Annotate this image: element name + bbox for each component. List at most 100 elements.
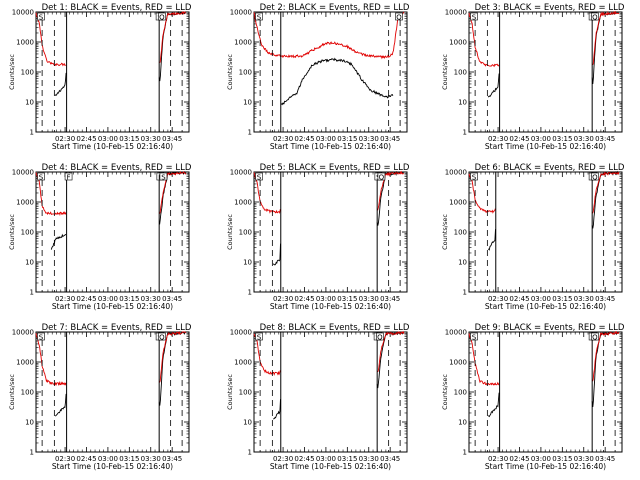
series-lld-line <box>35 330 187 386</box>
marker-box <box>470 12 478 21</box>
marker-box <box>395 12 403 21</box>
marker-label: S <box>39 14 44 22</box>
plot-title: Det 3: BLACK = Events, RED = LLD <box>475 3 625 13</box>
y-tick-label: 10000 <box>445 9 467 17</box>
y-tick-label: 1 <box>30 289 34 297</box>
x-tick-label: 03:45 <box>380 295 400 303</box>
detector-plot-4: Det 4: BLACK = Events, RED = LLD 1 10 100 10… <box>8 163 192 311</box>
y-axis-label: Counts/sec <box>8 374 16 410</box>
x-tick-label: 03:30 <box>141 295 161 303</box>
x-tick-label: 03:00 <box>316 135 336 143</box>
detector-plot-2: Det 2: BLACK = Events, RED = LLD 1 10 100 10… <box>226 3 410 151</box>
plot-frame <box>35 331 190 453</box>
y-tick-label: 10000 <box>230 9 252 17</box>
x-tick-label: 03:00 <box>98 135 118 143</box>
marker-box <box>591 12 599 21</box>
y-tick-label: 10 <box>458 99 467 107</box>
x-tick-label: 02:30 <box>273 135 293 143</box>
x-tick-label: 03:45 <box>380 455 400 463</box>
plot-title: Det 6: BLACK = Events, RED = LLD <box>475 163 625 173</box>
y-tick-label: 10 <box>458 259 467 267</box>
x-tick-label: 02:30 <box>273 295 293 303</box>
y-tick-label: 100 <box>21 69 34 77</box>
marker-label: S <box>257 334 262 342</box>
x-tick-label: 03:00 <box>98 455 118 463</box>
x-tick-label: 03:15 <box>337 295 357 303</box>
y-tick-label: 100 <box>239 69 252 77</box>
y-tick-label: 100 <box>239 389 252 397</box>
y-tick-label: 1000 <box>449 359 467 367</box>
x-tick-label: 02:45 <box>76 135 96 143</box>
x-tick-label: 03:45 <box>380 135 400 143</box>
y-axis-label: Counts/sec <box>8 54 16 90</box>
x-tick-label: 03:30 <box>574 295 594 303</box>
marker-label: F <box>67 174 71 182</box>
plot-title: Det 4: BLACK = Events, RED = LLD <box>42 163 192 173</box>
plot-frame <box>253 171 408 293</box>
x-axis-label: Start Time (10-Feb-15 02:16:40) <box>52 142 173 151</box>
x-tick-label: 03:30 <box>359 455 379 463</box>
marker-box <box>377 172 386 181</box>
marker-label: Q <box>159 334 165 342</box>
y-tick-label: 1 <box>30 129 34 137</box>
plot-title: Det 9: BLACK = Events, RED = LLD <box>475 323 625 333</box>
plot-frame <box>468 11 623 133</box>
x-tick-label: 02:45 <box>294 455 314 463</box>
plot-title: Det 7: BLACK = Events, RED = LLD <box>42 323 192 333</box>
y-tick-label: 100 <box>21 389 34 397</box>
x-tick-label: 03:00 <box>531 295 551 303</box>
series-lld-line <box>253 11 405 60</box>
y-tick-label: 10000 <box>230 329 252 337</box>
y-tick-label: 1 <box>463 449 467 457</box>
x-tick-label: 03:15 <box>552 135 572 143</box>
marker-box <box>159 172 168 181</box>
series-lld-line <box>253 330 405 376</box>
marker-box <box>37 172 45 181</box>
plot-frame <box>468 171 623 293</box>
marker-label: Q <box>159 14 165 22</box>
marker-label: S <box>257 14 262 22</box>
y-axis-label: Counts/sec <box>226 374 234 410</box>
x-tick-label: 02:45 <box>509 295 529 303</box>
marker-label: Q <box>592 174 598 182</box>
series-lld-line <box>468 330 620 386</box>
y-tick-label: 10000 <box>12 169 34 177</box>
y-tick-label: 10 <box>25 99 34 107</box>
x-axis-label: Start Time (10-Feb-15 02:16:40) <box>485 302 606 311</box>
marker-label: S <box>257 174 262 182</box>
x-axis-label: Start Time (10-Feb-15 02:16:40) <box>270 302 391 311</box>
x-tick-label: 02:45 <box>294 135 314 143</box>
marker-label: Q <box>592 14 598 22</box>
marker-label: Q <box>396 14 402 22</box>
x-axis-label: Start Time (10-Feb-15 02:16:40) <box>52 302 173 311</box>
x-tick-label: 03:30 <box>359 295 379 303</box>
y-tick-label: 10 <box>25 259 34 267</box>
x-tick-label: 03:00 <box>531 455 551 463</box>
x-tick-label: 03:00 <box>531 135 551 143</box>
x-tick-label: 02:30 <box>55 135 75 143</box>
marker-box <box>591 332 599 341</box>
y-tick-label: 1000 <box>449 39 467 47</box>
y-axis-label: Counts/sec <box>226 54 234 90</box>
y-tick-label: 100 <box>239 229 252 237</box>
y-tick-label: 10 <box>25 419 34 427</box>
x-tick-label: 03:30 <box>359 135 379 143</box>
marker-box <box>591 172 599 181</box>
detector-plot-3: Det 3: BLACK = Events, RED = LLD 1 10 100 10… <box>441 3 625 151</box>
marker-label: S <box>39 174 44 182</box>
marker-label: S <box>161 174 166 182</box>
y-tick-label: 1 <box>248 289 252 297</box>
y-tick-label: 1000 <box>234 199 252 207</box>
x-tick-label: 03:45 <box>162 295 182 303</box>
x-tick-label: 02:30 <box>55 295 75 303</box>
series-events-line <box>488 331 619 418</box>
x-tick-label: 03:00 <box>316 295 336 303</box>
x-tick-label: 03:15 <box>337 455 357 463</box>
y-tick-label: 10 <box>458 419 467 427</box>
y-axis-label: Counts/sec <box>441 214 449 250</box>
marker-box <box>37 332 45 341</box>
y-tick-label: 1000 <box>16 359 34 367</box>
marker-box <box>37 12 45 21</box>
